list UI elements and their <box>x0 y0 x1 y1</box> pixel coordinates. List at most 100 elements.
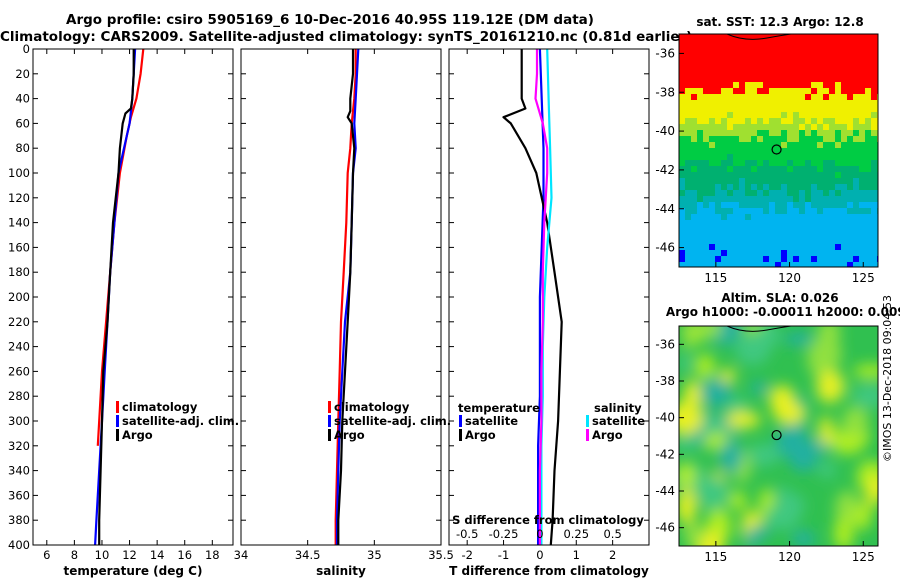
sst-cell <box>859 70 865 76</box>
sst-cell <box>829 148 835 154</box>
sst-cell <box>691 88 697 94</box>
sst-cell <box>841 76 847 82</box>
y-tick-label: 80 <box>15 141 30 155</box>
sst-cell <box>739 76 745 82</box>
sst-cell <box>763 250 769 256</box>
sst-cell <box>829 76 835 82</box>
sst-cell <box>829 256 835 262</box>
sst-cell <box>775 100 781 106</box>
sst-cell <box>871 70 877 76</box>
sst-cell <box>697 244 703 250</box>
sst-cell <box>703 52 709 58</box>
y-tick-label: 40 <box>15 92 30 106</box>
sst-cell <box>697 184 703 190</box>
sst-cell <box>751 94 757 100</box>
sst-cell <box>733 70 739 76</box>
series-group <box>334 49 360 545</box>
sst-cell <box>703 112 709 118</box>
sst-cell <box>787 46 793 52</box>
sst-cell <box>823 226 829 232</box>
sst-cell <box>745 250 751 256</box>
sst-cell <box>787 172 793 178</box>
sst-cell <box>853 244 859 250</box>
sst-cell <box>859 262 865 267</box>
sla-frame <box>678 325 879 547</box>
x-tick-label: 0 <box>536 548 543 562</box>
sst-cell <box>691 148 697 154</box>
sst-cell <box>763 118 769 124</box>
sst-cell <box>775 46 781 52</box>
sst-cell <box>817 106 823 112</box>
sst-cell <box>823 220 829 226</box>
sst-cell <box>805 226 811 232</box>
sst-cell <box>703 136 709 142</box>
sst-cell <box>763 40 769 46</box>
argo-location-marker <box>771 144 782 155</box>
sst-cell <box>757 214 763 220</box>
series-group <box>502 49 563 545</box>
sst-cell <box>871 154 877 160</box>
sst-cell <box>679 64 685 70</box>
sst-cell <box>853 46 859 52</box>
sst-cell <box>835 220 841 226</box>
sst-cell <box>685 250 691 256</box>
sst-cell <box>859 112 865 118</box>
sst-cell <box>769 82 775 88</box>
sst-cell <box>769 58 775 64</box>
sst-cell <box>727 172 733 178</box>
sst-cell <box>727 238 733 244</box>
sst-cell <box>685 70 691 76</box>
sst-cell <box>733 250 739 256</box>
sst-cell <box>799 160 805 166</box>
sla-blob <box>704 416 723 435</box>
sst-cell <box>745 196 751 202</box>
sst-cell <box>871 100 877 106</box>
sst-cell <box>805 148 811 154</box>
sst-cell <box>685 202 691 208</box>
sst-cell <box>691 190 697 196</box>
sst-cell <box>709 100 715 106</box>
sst-cell <box>733 148 739 154</box>
sst-cell <box>835 94 841 100</box>
sst-cell <box>763 166 769 172</box>
sst-cell <box>799 46 805 52</box>
sst-cell <box>835 70 841 76</box>
sst-cell <box>799 58 805 64</box>
watermark: ©IMOS 13-Dec-2018 09:04:53 <box>881 295 894 462</box>
sst-cell <box>829 52 835 58</box>
sst-cell <box>733 214 739 220</box>
sst-cell <box>793 190 799 196</box>
sst-cell <box>697 190 703 196</box>
sst-cell <box>805 208 811 214</box>
sst-cell <box>715 238 721 244</box>
sst-cell <box>781 70 787 76</box>
sst-cell <box>769 76 775 82</box>
sst-cell <box>721 232 727 238</box>
sst-cell <box>757 256 763 262</box>
sst-cell <box>781 106 787 112</box>
sst-cell <box>757 220 763 226</box>
y-tick-label: 380 <box>8 513 30 527</box>
sst-cell <box>685 244 691 250</box>
y-tick-label: -40 <box>655 411 675 425</box>
sst-cell <box>691 64 697 70</box>
sst-cell <box>691 82 697 88</box>
sst-cell <box>721 196 727 202</box>
sla-blob <box>764 504 800 530</box>
sst-cell <box>709 88 715 94</box>
sst-cell <box>781 58 787 64</box>
sst-cell <box>835 256 841 262</box>
sst-cell <box>685 52 691 58</box>
sst-cell <box>847 118 853 124</box>
sst-cell <box>685 256 691 262</box>
sst-cell <box>811 88 817 94</box>
sst-cell <box>769 172 775 178</box>
sst-cell <box>751 82 757 88</box>
sst-cell <box>787 142 793 148</box>
sst-cell <box>799 142 805 148</box>
sst-cell <box>709 64 715 70</box>
sst-cell <box>847 142 853 148</box>
sst-cell <box>751 142 757 148</box>
sst-cell <box>679 202 685 208</box>
sst-cell <box>817 190 823 196</box>
